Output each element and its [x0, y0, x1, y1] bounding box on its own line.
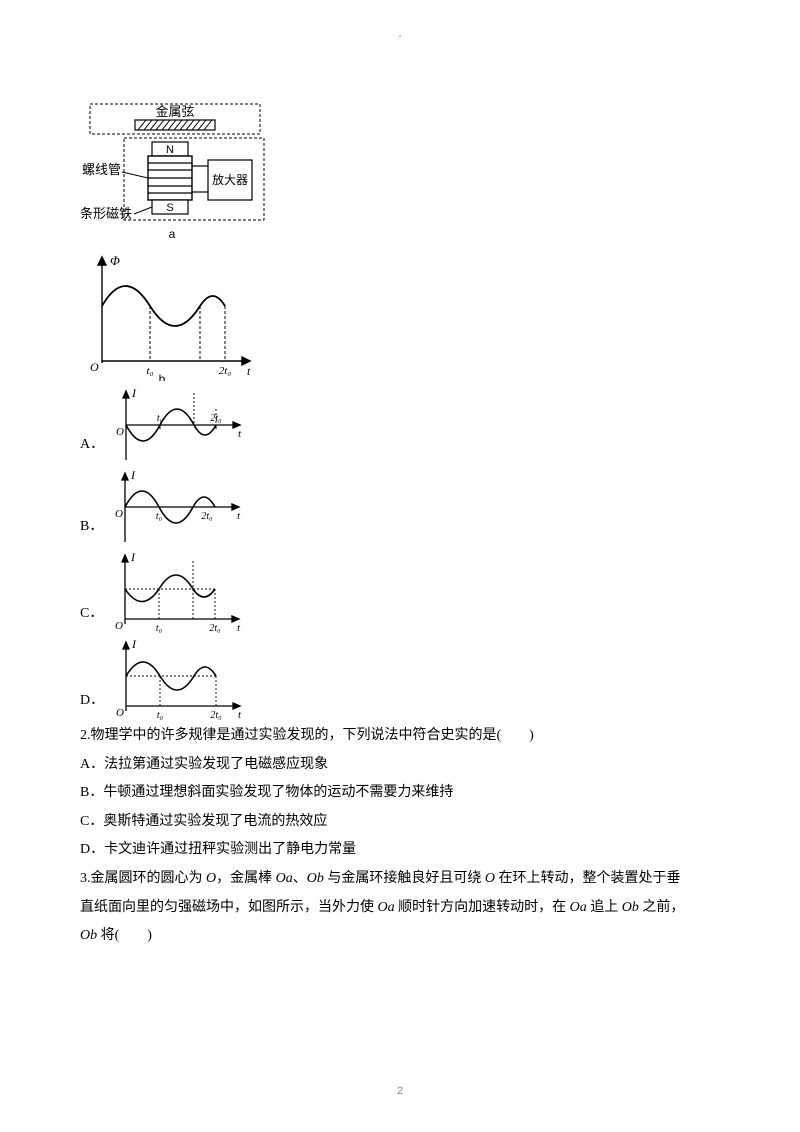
svg-text:t: t	[238, 428, 242, 440]
phi-label: Φ	[110, 253, 120, 268]
q3-line2: 直纸面向里的匀强磁场中，如图所示，当外力使 Oa 顺时针方向加速转动时，在 Oa…	[80, 895, 720, 922]
svg-text:t₀: t₀	[157, 413, 164, 424]
svg-text:O: O	[115, 508, 123, 520]
tick-t0-b: t₀	[147, 365, 154, 377]
tick-2t0-b: 2t₀	[219, 365, 232, 377]
svg-text:I: I	[130, 550, 136, 564]
svg-text:t₀: t₀	[156, 623, 163, 634]
option-a: A． I t O t₀ 2t₀	[80, 385, 720, 465]
option-b: B． I t O t₀ 2t₀	[80, 467, 720, 547]
svg-text:t₀: t₀	[157, 710, 164, 721]
svg-text:t₀: t₀	[156, 511, 163, 522]
label-s: S	[166, 202, 173, 214]
svg-text:O: O	[116, 707, 124, 719]
svg-text:t: t	[237, 622, 241, 634]
option-d-letter: D．	[80, 688, 104, 721]
svg-text:I: I	[130, 468, 136, 482]
svg-text:t: t	[237, 510, 241, 522]
option-c: C． I t O t₀ 2t₀	[80, 549, 720, 634]
option-c-letter: C．	[80, 601, 103, 634]
label-string: 金属弦	[155, 104, 194, 119]
t-label: t	[247, 364, 251, 378]
svg-text:2t₀: 2t₀	[210, 623, 222, 634]
svg-text:2t₀: 2t₀	[202, 511, 214, 522]
caption-a: a	[169, 227, 176, 241]
diagram-a: 金属弦 N S 放大器 螺线管 条形磁铁 a	[80, 100, 720, 245]
q3-line3: Ob 将( )	[80, 923, 720, 950]
option-d: D． I t O t₀ 2t₀	[80, 636, 720, 721]
svg-text:O: O	[115, 620, 123, 632]
header-dot: ·	[398, 28, 401, 47]
svg-text:I: I	[131, 637, 137, 651]
svg-text:t: t	[238, 709, 242, 721]
q2-d: D．卡文迪许通过扭秤实验测出了静电力常量	[80, 837, 720, 864]
option-b-letter: B．	[80, 514, 103, 547]
label-coil: 螺线管	[82, 162, 121, 177]
q3-line1: 3.金属圆环的圆心为 O，金属棒 Oa、Ob 与金属环接触良好且可绕 O 在环上…	[80, 866, 720, 893]
q2-b: B．牛顿通过理想斜面实验发现了物体的运动不需要力来维持	[80, 780, 720, 807]
q2-stem: 2.物理学中的许多规律是通过实验发现的，下列说法中符合史实的是( )	[80, 723, 720, 750]
page-number: 2	[397, 1081, 403, 1102]
q2-a: A．法拉第通过实验发现了电磁感应现象	[80, 752, 720, 779]
svg-text:O: O	[116, 426, 124, 438]
q2-c: C．奥斯特通过实验发现了电流的热效应	[80, 809, 720, 836]
caption-b: b	[159, 372, 166, 381]
option-a-letter: A．	[80, 432, 104, 465]
svg-text:I: I	[131, 386, 137, 400]
svg-text:2t₀: 2t₀	[210, 710, 222, 721]
origin-b: O	[90, 360, 99, 374]
label-magnet: 条形磁铁	[80, 206, 132, 221]
label-amp: 放大器	[212, 172, 248, 187]
label-n: N	[166, 144, 174, 156]
diagram-b: Φ t O t₀ 2t₀ b	[80, 251, 720, 381]
